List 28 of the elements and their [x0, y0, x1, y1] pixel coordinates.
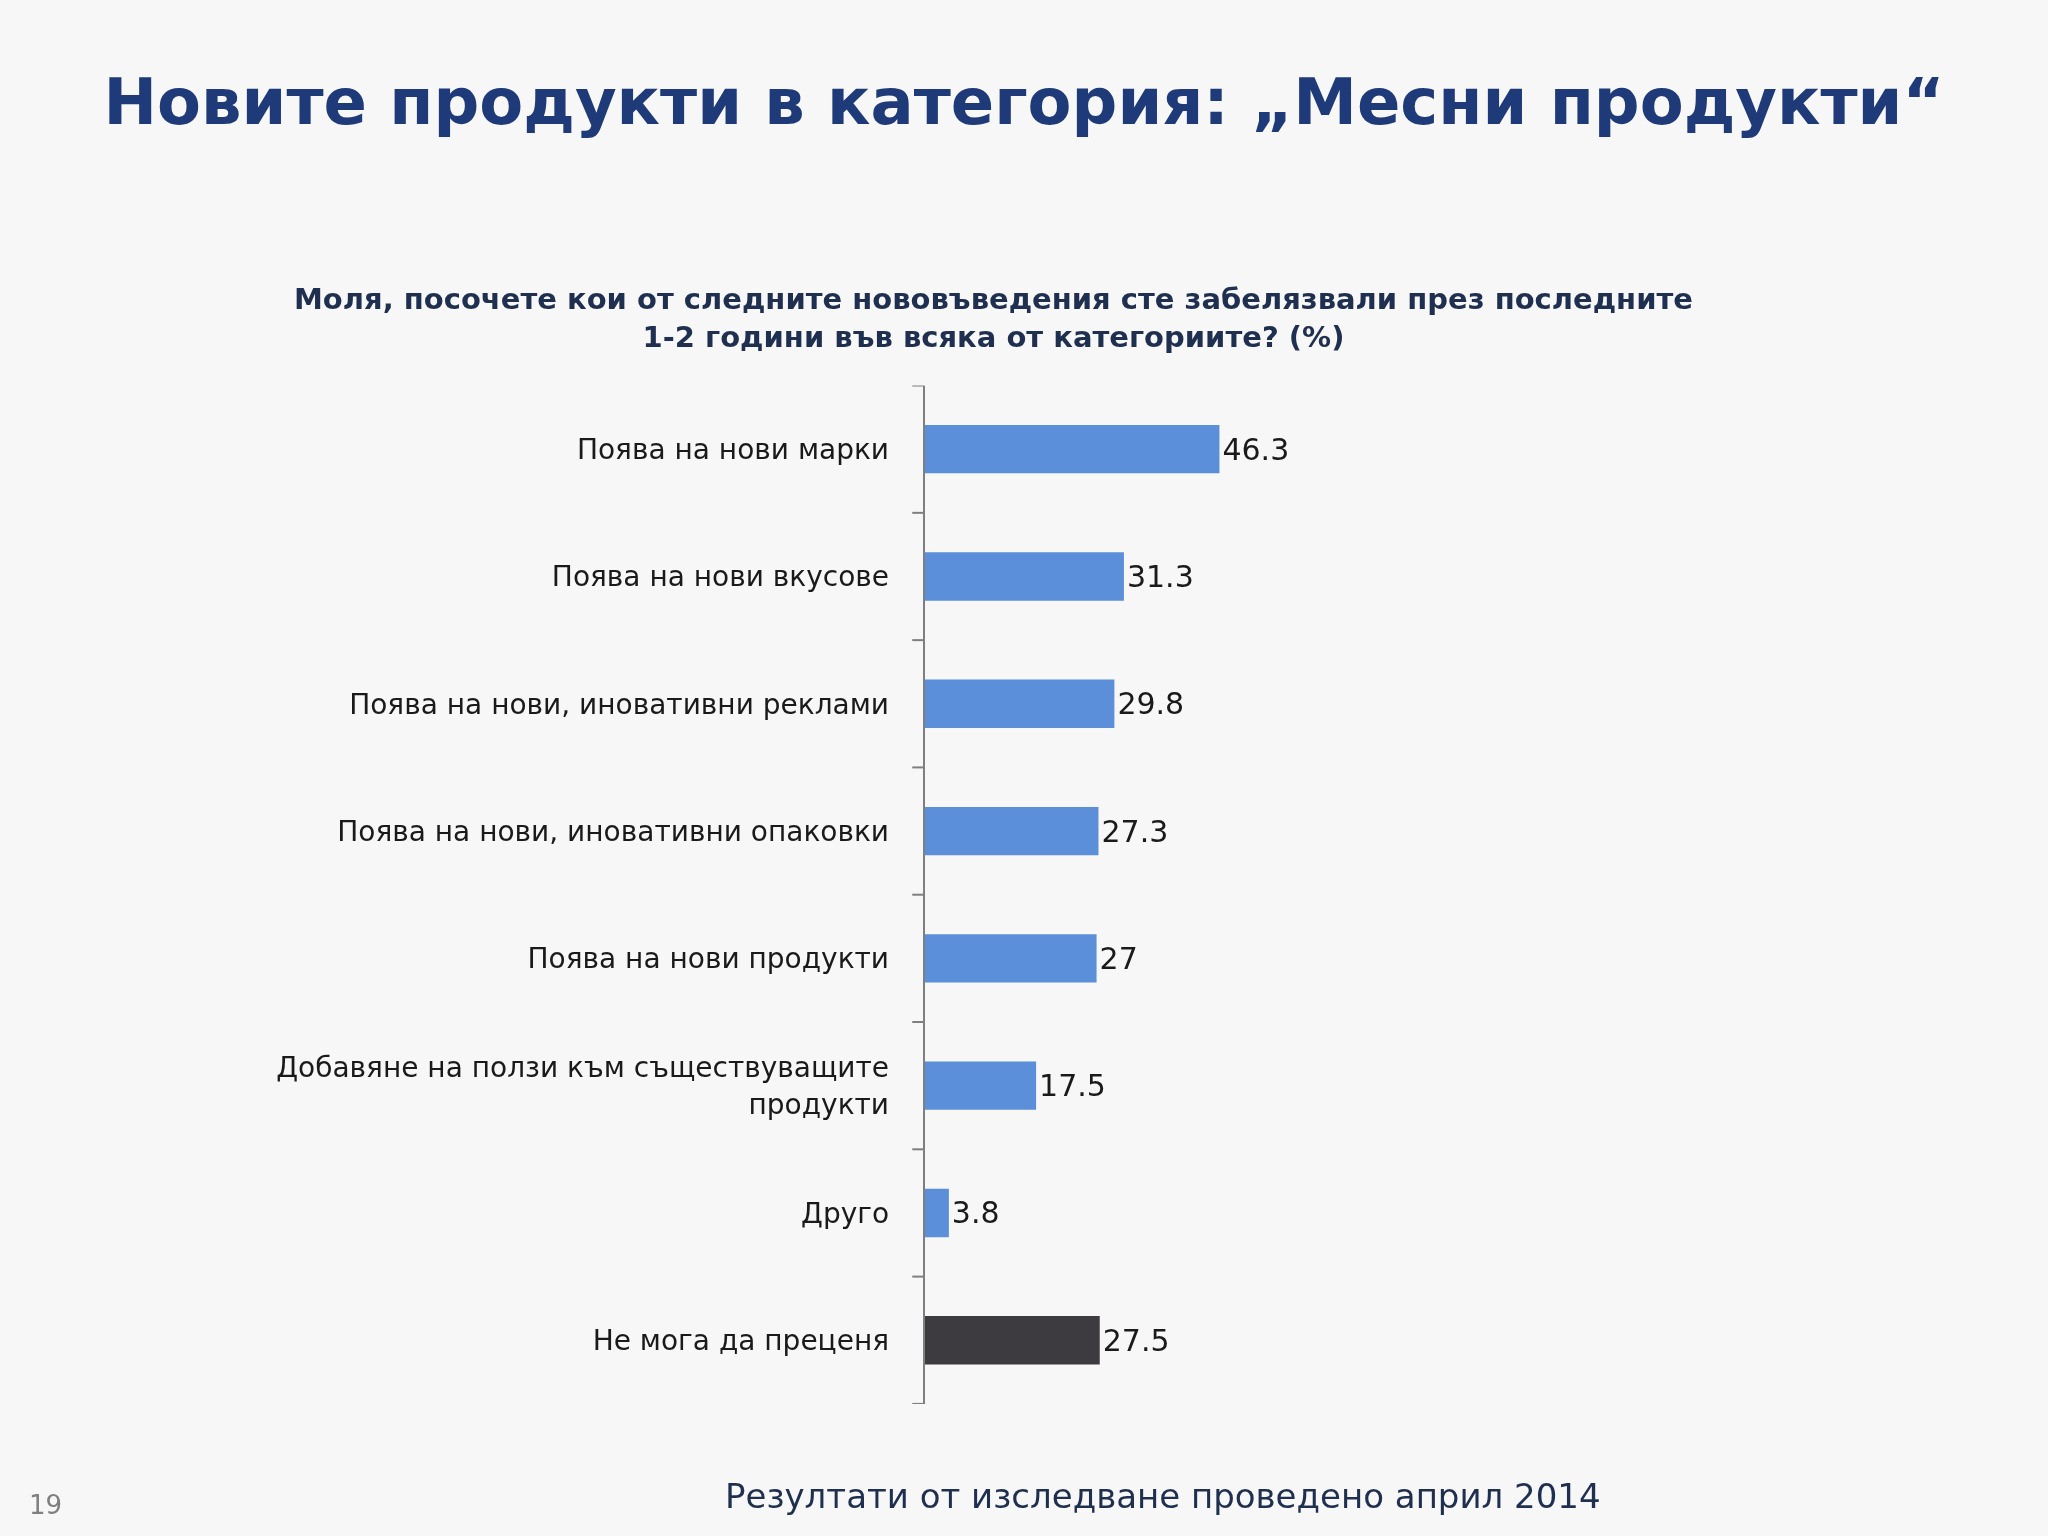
bar	[924, 806, 1099, 856]
chart-title: Новите продукти в категория: „Месни продукти“	[103, 64, 1945, 139]
text: 19	[29, 1490, 63, 1520]
y-tick-label: Не мога да преценя	[592, 1324, 890, 1358]
data-label: 27.3	[1101, 813, 1169, 849]
bar	[924, 679, 1115, 728]
y-tick-label: Поява на нови, иновативни реклами	[349, 687, 890, 721]
y-tick-label: Поява на нови марки	[576, 432, 890, 466]
y-tick-label: Поява на нови вкусове	[551, 560, 890, 594]
bar	[924, 552, 1124, 601]
data-label: 3.8	[951, 1195, 1000, 1231]
bar	[924, 425, 1220, 474]
data-label: 27	[1099, 940, 1138, 976]
y-tick-label: Друго	[801, 1196, 890, 1230]
data-label: 29.8	[1117, 686, 1185, 722]
data-label: 17.5	[1039, 1068, 1106, 1104]
y-tick-label: Поява на нови продукти	[527, 942, 890, 976]
chart-subtitle: Моля, посочете кои от следните нововъведения сте забелязвали през последните 1-2 години във всяка от категориите? (%)	[294, 282, 1693, 354]
bar	[924, 1316, 1100, 1365]
text: Резултати от изследване проведено април 2014	[725, 1476, 1601, 1516]
data-label: 31.3	[1126, 558, 1194, 594]
bar	[924, 1188, 949, 1238]
data-label: 27.5	[1102, 1322, 1170, 1358]
y-tick-label: Поява на нови, иновативни опаковки	[337, 814, 890, 848]
data-label: 46.3	[1222, 431, 1290, 467]
bar	[924, 934, 1097, 983]
y-tick-label: Добавяне на ползи към съществуващите продукти	[276, 1051, 890, 1121]
bar	[924, 1061, 1037, 1110]
